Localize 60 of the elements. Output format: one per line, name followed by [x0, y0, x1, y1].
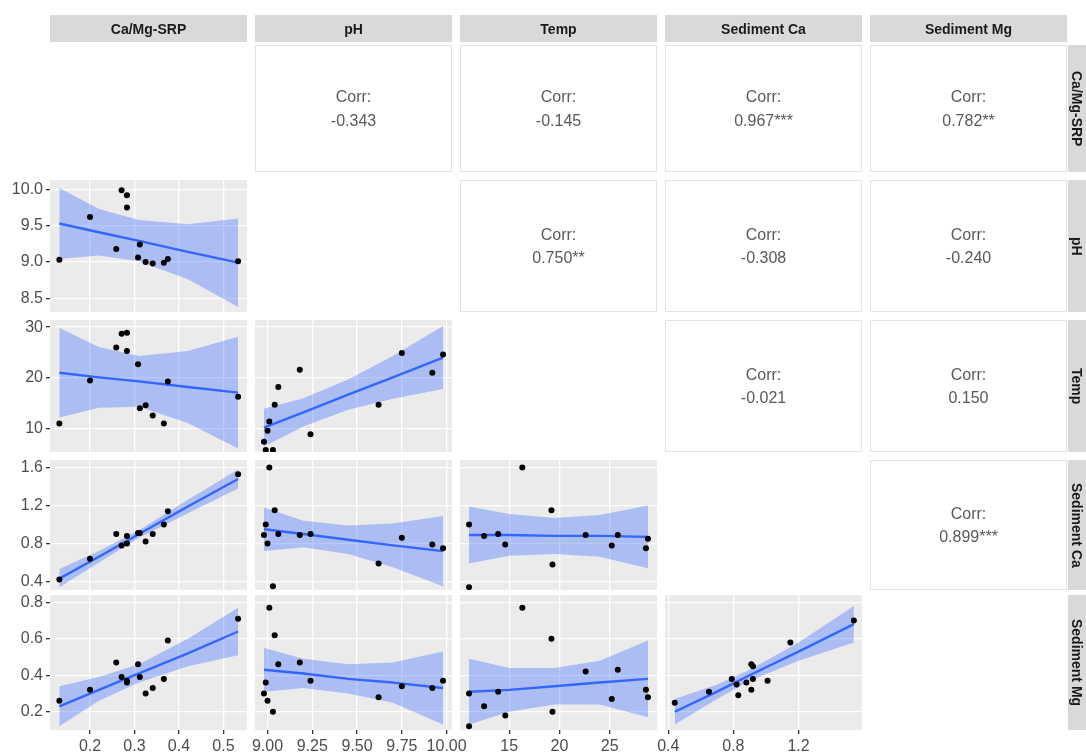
- text: 0.750**: [532, 248, 585, 268]
- y-tick-label: 9.0: [20, 252, 44, 270]
- x-tick-label: 15: [500, 737, 519, 755]
- y-tick-label: 8.5: [20, 288, 44, 306]
- text: 0.782**: [942, 110, 995, 131]
- y-tick-label: 1.6: [20, 458, 44, 475]
- text: 0.967***: [734, 110, 793, 131]
- text: Corr:: [950, 364, 987, 385]
- x-tick-label: 0.3: [123, 737, 146, 755]
- x-tick-label: 0.8: [722, 737, 745, 755]
- x-tick-label: 1.2: [787, 737, 810, 755]
- text: -0.145: [535, 110, 582, 131]
- text: Corr:: [540, 87, 577, 108]
- y-tick-label: 9.5: [20, 216, 44, 234]
- x-tick-label: 0.2: [78, 737, 102, 755]
- text: 0.150: [948, 388, 989, 408]
- x-tick-label: 25: [600, 737, 619, 755]
- text: -0.021: [740, 388, 787, 408]
- y-tick-label: 10: [25, 419, 44, 437]
- x-tick-label: 9.00: [251, 737, 284, 755]
- x-tick-label: 10.00: [426, 737, 467, 755]
- text: -0.240: [945, 248, 992, 268]
- text: Corr:: [950, 503, 987, 524]
- text: Corr:: [745, 87, 782, 108]
- text: Corr:: [745, 364, 782, 385]
- x-tick-label: 0.4: [167, 737, 191, 755]
- text: Sediment Mg: [1068, 595, 1086, 730]
- text: Corr:: [950, 224, 987, 245]
- text: Corr:: [950, 87, 987, 108]
- text: Sediment Mg: [870, 15, 1067, 42]
- y-tick-label: 0.2: [20, 702, 44, 720]
- x-tick-label: 20: [550, 737, 569, 755]
- y-tick-label: 30: [25, 317, 44, 335]
- text: Temp: [1068, 320, 1086, 452]
- text: Ca/Mg-SRP: [1068, 45, 1086, 172]
- text: Corr:: [335, 87, 372, 108]
- text: Sediment Ca: [1068, 460, 1086, 590]
- y-tick-label: 0.4: [20, 571, 44, 589]
- y-tick-label: 0.8: [20, 592, 44, 610]
- text: pH: [1068, 180, 1086, 312]
- x-tick-label: 9.75: [386, 737, 418, 755]
- text: Corr:: [540, 224, 577, 245]
- x-tick-label: 9.50: [341, 737, 373, 755]
- x-tick-label: 9.25: [296, 737, 328, 755]
- text: Corr:: [745, 224, 782, 245]
- text: -0.343: [330, 110, 377, 131]
- text: Sediment Ca: [665, 15, 862, 42]
- text: pH: [255, 15, 452, 42]
- y-tick-label: 0.8: [20, 533, 44, 551]
- y-tick-label: 10.0: [11, 179, 44, 197]
- y-tick-label: 0.4: [20, 665, 44, 683]
- y-tick-label: 1.2: [20, 495, 44, 513]
- text: Temp: [460, 15, 657, 42]
- y-tick-label: 20: [25, 368, 44, 386]
- x-tick-label: 0.5: [212, 737, 235, 755]
- text: Ca/Mg-SRP: [50, 15, 247, 42]
- text: 0.899***: [939, 527, 998, 547]
- text: -0.308: [740, 248, 787, 268]
- y-tick-label: 0.6: [20, 629, 44, 647]
- x-tick-label: 0.4: [657, 737, 680, 755]
